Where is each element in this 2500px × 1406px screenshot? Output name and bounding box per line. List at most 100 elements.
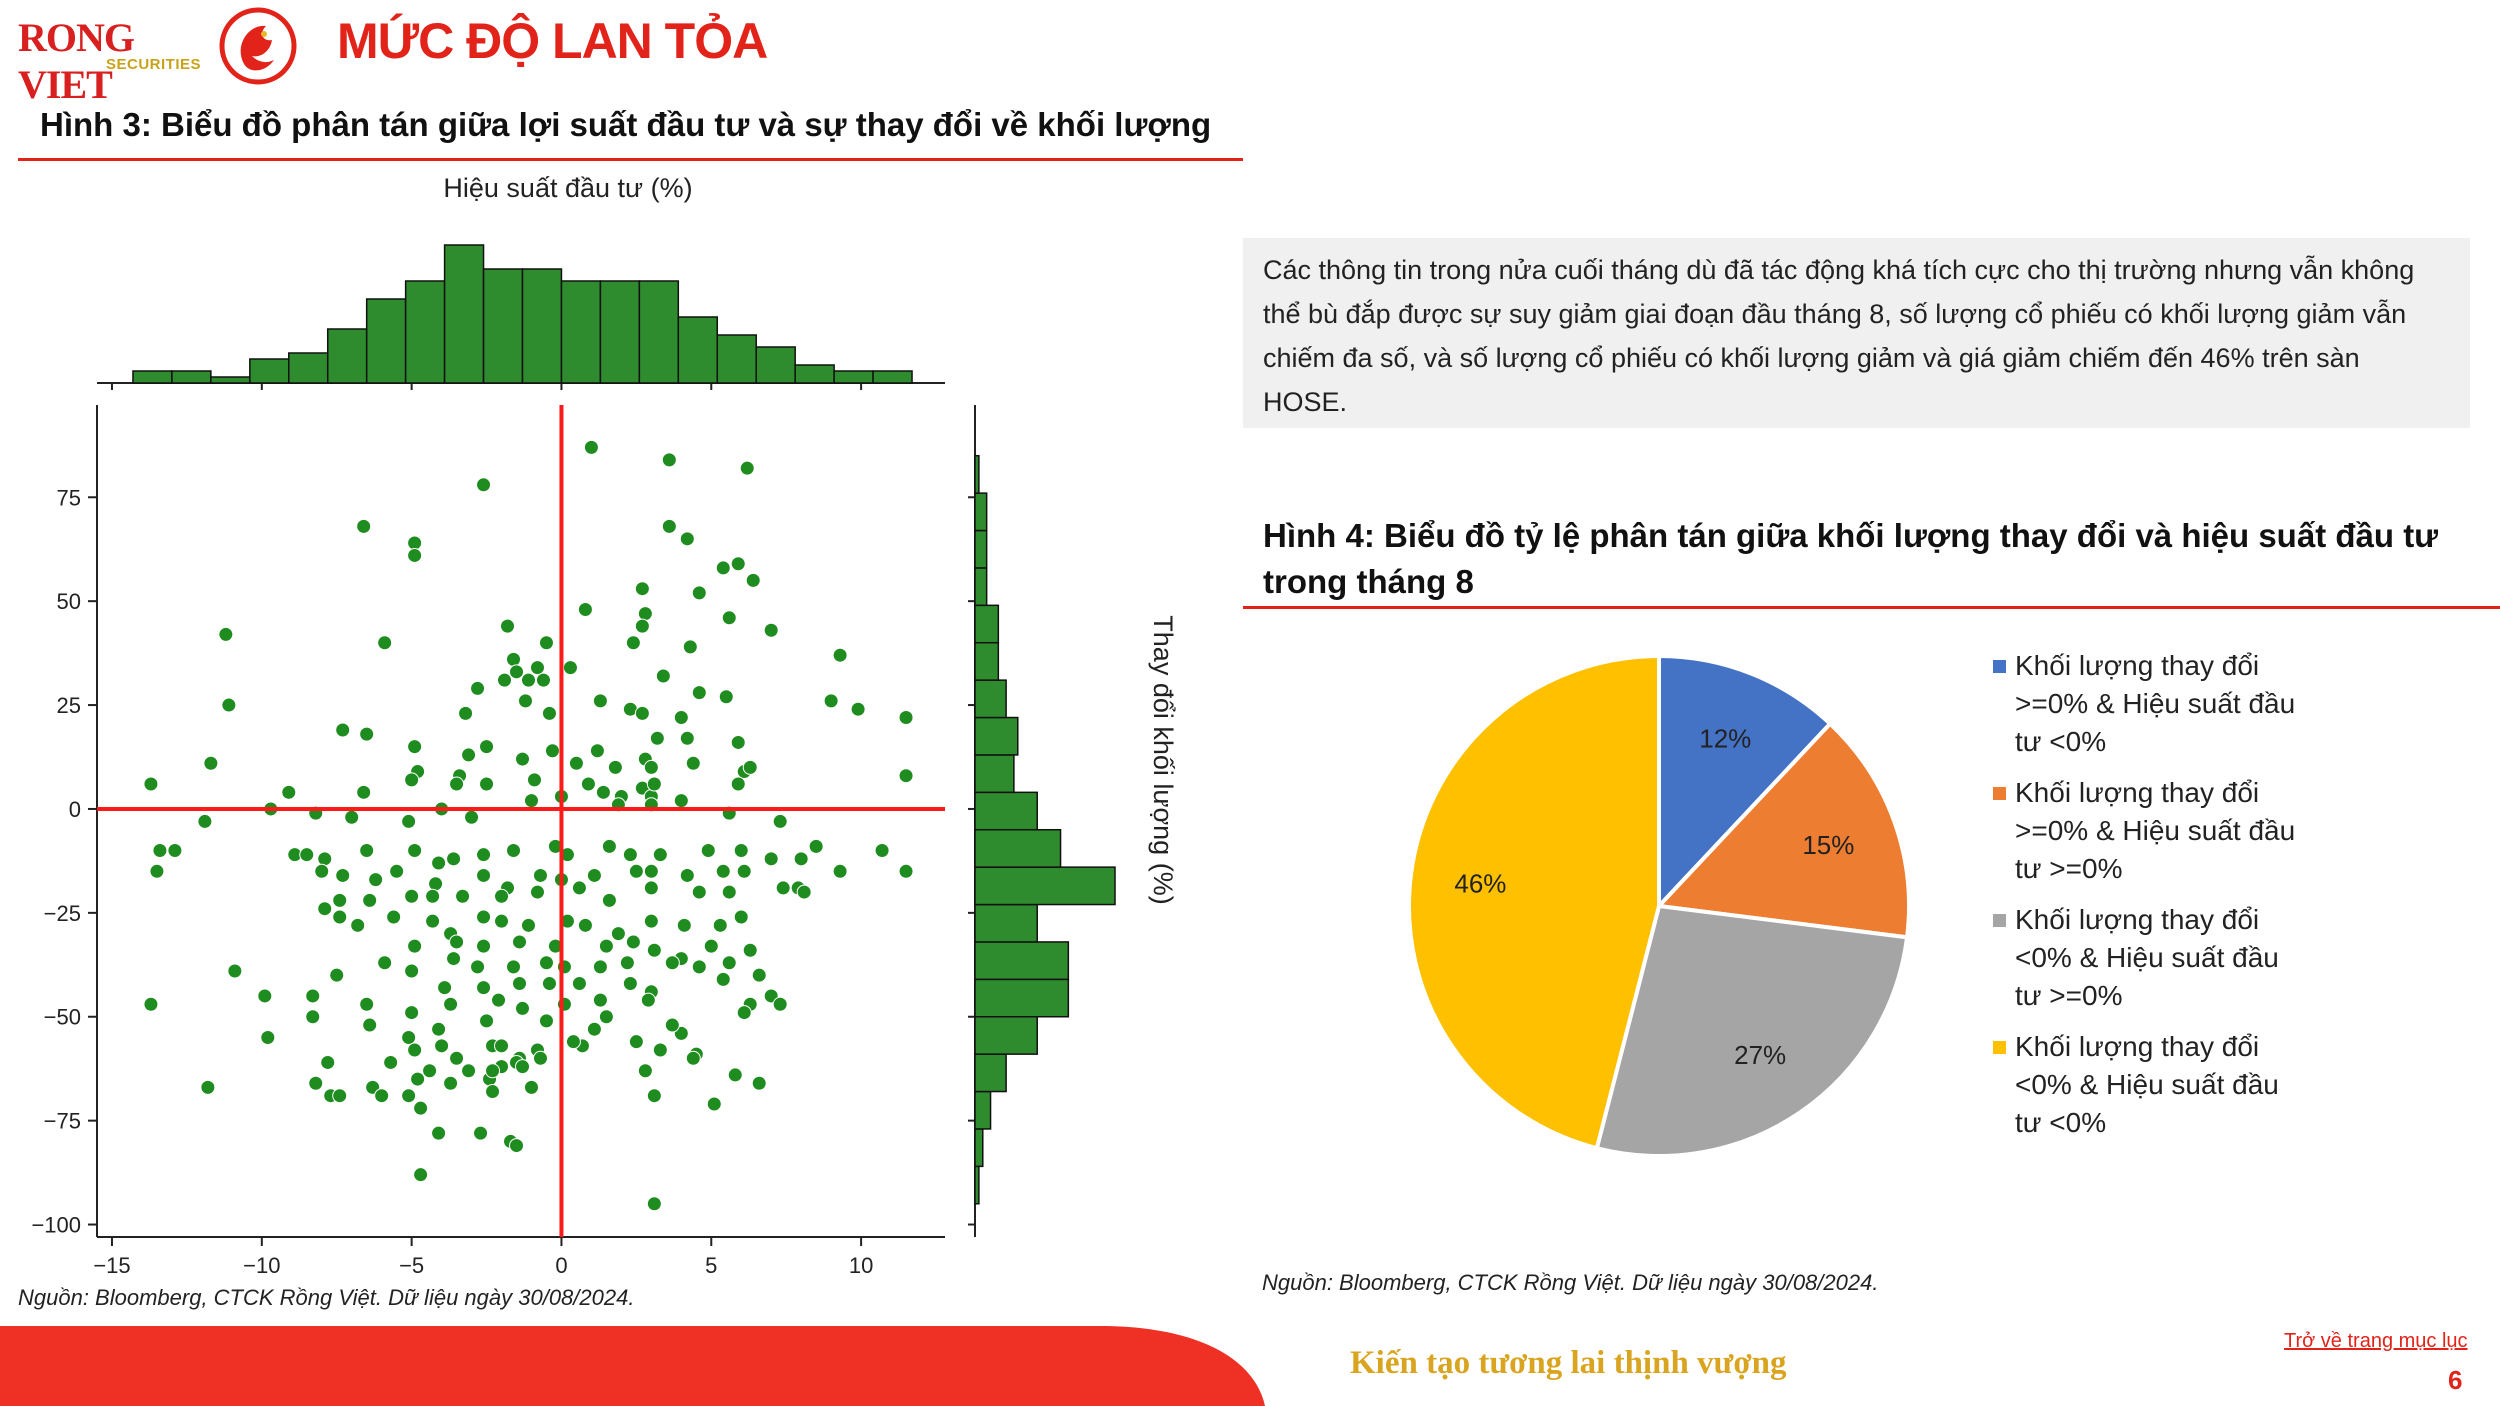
scatter-point <box>506 959 522 975</box>
top-histogram-bar <box>794 364 835 384</box>
scatter-point <box>476 938 492 954</box>
scatter-point <box>374 1088 390 1104</box>
scatter-point <box>706 1096 722 1112</box>
scatter-point <box>634 618 650 634</box>
y-tick-label: −75 <box>44 1109 81 1134</box>
top-histogram-bar <box>872 370 913 384</box>
scatter-point <box>401 1088 417 1104</box>
scatter-point <box>305 1009 321 1025</box>
scatter-point <box>652 847 668 863</box>
scatter-point <box>299 847 315 863</box>
x-tick-label: −15 <box>93 1253 130 1278</box>
scatter-point <box>751 967 767 983</box>
footer-red-band <box>0 1326 1265 1406</box>
x-tick-label: 5 <box>705 1253 717 1278</box>
scatter-point <box>592 693 608 709</box>
scatter-point <box>721 610 737 626</box>
scatter-point <box>625 934 641 950</box>
page-title: MỨC ĐỘ LAN TỎA <box>337 13 768 69</box>
scatter-point <box>733 909 749 925</box>
scatter-point <box>664 1017 680 1033</box>
scatter-point <box>577 601 593 617</box>
scatter-point <box>520 672 536 688</box>
right-histogram-bar <box>974 1165 980 1205</box>
scatter-point <box>332 1088 348 1104</box>
scatter-point <box>763 622 779 638</box>
pie-data-label: 27% <box>1734 1040 1786 1070</box>
top-histogram-bar <box>521 268 563 384</box>
back-to-contents-link[interactable]: Trở về trang mục lục <box>2284 1330 2468 1352</box>
reference-lines <box>97 405 945 1237</box>
top-histogram-bar <box>482 268 524 384</box>
scatter-point <box>634 581 650 597</box>
scatter-point <box>874 843 890 859</box>
scatter-point <box>404 772 420 788</box>
scatter-point <box>742 759 758 775</box>
scatter-point <box>580 776 596 792</box>
y-tick-label: −50 <box>44 1005 81 1030</box>
footer-slogan: Kiến tạo tương lai thịnh vượng <box>1350 1345 1787 1381</box>
scatter-point <box>383 1054 399 1070</box>
scatter-point <box>476 867 492 883</box>
scatter-point <box>494 888 510 904</box>
scatter-point <box>431 855 447 871</box>
scatter-point <box>523 793 539 809</box>
page-number: 6 <box>2448 1365 2463 1395</box>
scatter-point <box>227 963 243 979</box>
scatter-point <box>538 1013 554 1029</box>
scatter-point <box>335 722 351 738</box>
scatter-point <box>449 934 465 950</box>
pie-data-labels: 12% 15% 27% 46% <box>1454 724 1854 1070</box>
scatter-point <box>350 917 366 933</box>
scatter-point <box>407 739 423 755</box>
scatter-point <box>823 693 839 709</box>
right-histogram-bar <box>974 567 988 607</box>
scatter-point <box>332 909 348 925</box>
scatter-point <box>832 863 848 879</box>
scatter-point <box>479 776 495 792</box>
legend-label: <0% & Hiệu suất đầu <box>2015 942 2279 973</box>
scatter-point <box>571 880 587 896</box>
scatter-point <box>679 867 695 883</box>
pie-slice <box>1594 903 1910 1158</box>
scatter-point <box>497 672 513 688</box>
scatter-point <box>449 1050 465 1066</box>
scatter-point <box>437 980 453 996</box>
scatter-point <box>850 701 866 717</box>
scatter-point <box>586 1021 602 1037</box>
figure4-title: Hình 4: Biểu đồ tỷ lệ phân tán giữa khối… <box>1263 517 2439 600</box>
figure3-title: Hình 3: Biểu đồ phân tán giữa lợi suất đ… <box>40 106 1212 143</box>
scatter-point <box>362 1017 378 1033</box>
scatter-point <box>401 1030 417 1046</box>
scatter-point <box>643 863 659 879</box>
scatter-point <box>356 784 372 800</box>
scatter-point <box>637 606 653 622</box>
scatter-point <box>517 693 533 709</box>
pie-legend: Khối lượng thay đổi >=0% & Hiệu suất đầu t… <box>1993 650 2295 1138</box>
top-histogram-bar <box>755 346 796 384</box>
scatter-point <box>691 884 707 900</box>
legend-label: tư >=0% <box>2015 980 2122 1011</box>
scatter-point <box>898 768 914 784</box>
scatter-point <box>523 1079 539 1095</box>
logo-subtitle: SECURITIES <box>106 56 202 73</box>
top-histogram-bar <box>210 376 251 384</box>
scatter-point <box>721 884 737 900</box>
scatter-point <box>404 963 420 979</box>
scatter-point <box>730 776 746 792</box>
scatter-point <box>532 867 548 883</box>
scatter-point <box>595 784 611 800</box>
top-histogram-bar <box>326 328 368 384</box>
y-axis-title: Thay đổi khối lượng (%) <box>1148 615 1178 904</box>
scatter-point <box>586 867 602 883</box>
scatter-point <box>404 1005 420 1021</box>
scatter-point <box>203 755 219 771</box>
scatter-point <box>592 992 608 1008</box>
logo-name: RONG VIET <box>18 15 135 107</box>
scatter-point <box>541 705 557 721</box>
scatter-point <box>643 913 659 929</box>
scatter-point <box>332 892 348 908</box>
figure3-divider <box>18 158 1243 161</box>
scatter-point <box>167 843 183 859</box>
scatter-point <box>676 917 692 933</box>
